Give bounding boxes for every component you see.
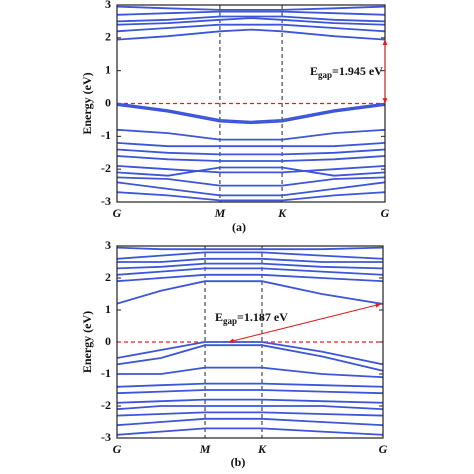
band (116, 5, 386, 11)
band (116, 104, 386, 125)
y-tick-label: -3 (101, 430, 111, 444)
y-tick-label: -3 (101, 194, 111, 208)
gap-label: Egap=1.945 eV (310, 64, 383, 80)
x-tick-label: M (214, 206, 226, 220)
band (116, 102, 386, 123)
band (116, 382, 384, 388)
caption: (a) (232, 220, 246, 234)
band (116, 128, 386, 141)
band (116, 417, 384, 427)
band (116, 389, 384, 395)
x-tick-label: K (277, 206, 287, 220)
band (117, 366, 384, 379)
band (116, 411, 384, 417)
y-tick-label: -2 (101, 161, 111, 175)
gap-label-main: E (310, 64, 318, 78)
band (116, 427, 384, 436)
x-tick-label: G (113, 206, 122, 220)
y-axis-label: Energy (eV) (80, 72, 94, 134)
x-tick-label: M (199, 442, 211, 456)
band (116, 28, 386, 41)
band (116, 405, 384, 411)
band (116, 262, 384, 270)
gap-label-sub: gap (223, 316, 237, 326)
band (116, 148, 386, 156)
x-tick-label: G (379, 442, 388, 456)
band (116, 23, 386, 33)
gap-label: Egap=1.187 eV (215, 310, 288, 326)
gap-label-main: E (215, 310, 223, 324)
band (116, 15, 386, 23)
x-tick-label: G (381, 206, 390, 220)
band (116, 267, 384, 276)
band (116, 280, 384, 305)
y-axis-label: Energy (eV) (80, 311, 94, 373)
y-tick-label: 0 (105, 95, 111, 109)
caption: (b) (231, 455, 246, 469)
band (116, 273, 384, 283)
band (116, 155, 386, 162)
y-tick-label: 1 (105, 302, 111, 316)
band (116, 181, 386, 197)
band (116, 10, 386, 16)
band (116, 251, 384, 260)
band (116, 165, 386, 174)
gap-label-rest: =1.945 eV (332, 64, 383, 78)
band (116, 246, 384, 251)
y-tick-label: 3 (105, 238, 111, 252)
plot-frame (116, 245, 384, 439)
y-tick-label: -1 (101, 128, 111, 142)
band (116, 166, 386, 177)
x-tick-label: K (257, 442, 267, 456)
y-tick-label: 3 (105, 0, 111, 11)
band (117, 257, 383, 263)
band (116, 142, 386, 148)
band (116, 176, 386, 187)
band (116, 17, 386, 26)
y-tick-label: 0 (105, 334, 111, 348)
gap-label-sub: gap (318, 70, 332, 80)
band (116, 344, 384, 372)
gap-arrow (228, 302, 382, 344)
band (116, 398, 384, 404)
y-tick-label: 2 (105, 30, 111, 44)
y-tick-label: -1 (101, 366, 111, 380)
y-tick-label: 1 (105, 62, 111, 76)
band (116, 191, 386, 202)
y-tick-label: -2 (101, 398, 111, 412)
gap-label-rest: =1.187 eV (237, 310, 288, 324)
x-tick-label: G (113, 442, 122, 456)
y-tick-label: 2 (105, 270, 111, 284)
